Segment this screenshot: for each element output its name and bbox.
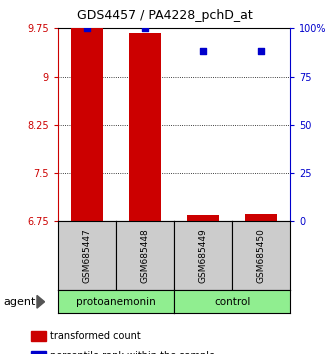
Text: control: control [214,297,250,307]
Point [142,25,148,31]
Text: GSM685450: GSM685450 [257,228,266,283]
Text: GSM685447: GSM685447 [82,228,91,283]
Text: agent: agent [3,297,36,307]
Text: GSM685449: GSM685449 [199,228,208,283]
Bar [245,213,277,221]
Text: GSM685448: GSM685448 [141,228,149,283]
Bar [187,216,219,221]
Bar [71,28,103,221]
Bar [129,33,161,221]
Text: GDS4457 / PA4228_pchD_at: GDS4457 / PA4228_pchD_at [77,9,253,22]
Point [84,25,89,31]
Text: transformed count: transformed count [50,331,140,341]
Point [259,48,264,54]
Text: protoanemonin: protoanemonin [76,297,156,307]
Point [201,48,206,54]
Text: percentile rank within the sample: percentile rank within the sample [50,351,214,354]
